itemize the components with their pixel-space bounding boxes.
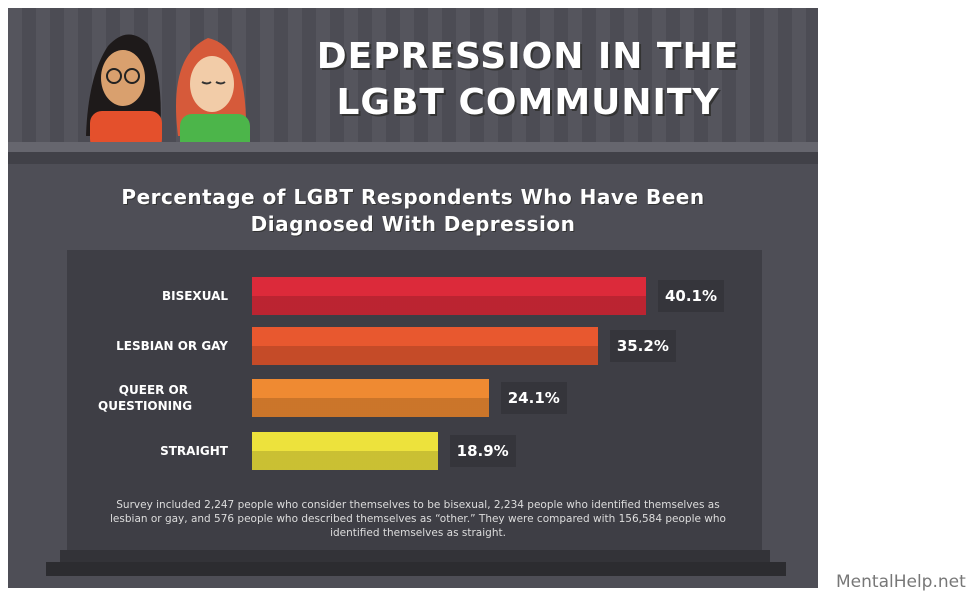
value-label: 40.1% — [658, 280, 724, 312]
ledge — [8, 142, 818, 152]
category-label: LESBIAN OR GAY — [116, 339, 228, 353]
infographic: DEPRESSION IN THE LGBT COMMUNITY Percent… — [8, 8, 818, 588]
note: Survey included 2,247 people who conside… — [110, 499, 726, 539]
value-label: 35.2% — [609, 330, 676, 362]
step — [60, 550, 770, 562]
page-title: DEPRESSION IN THE LGBT COMMUNITY — [316, 36, 740, 123]
bar — [252, 277, 646, 315]
bar — [252, 327, 598, 365]
step — [46, 562, 786, 576]
chart-title: Percentage of LGBT Respondents Who Have … — [121, 185, 705, 236]
value-label: 18.9% — [449, 435, 516, 467]
source: MentalHelp.net — [836, 572, 966, 592]
illustration — [86, 34, 250, 144]
ledge — [8, 152, 818, 164]
bar — [252, 432, 438, 470]
category-label: QUEER OR QUESTIONING — [98, 383, 193, 413]
category-label: BISEXUAL — [161, 289, 228, 303]
category-label: STRAIGHT — [160, 444, 228, 458]
value-label: 24.1% — [500, 382, 567, 414]
bar — [252, 379, 489, 417]
